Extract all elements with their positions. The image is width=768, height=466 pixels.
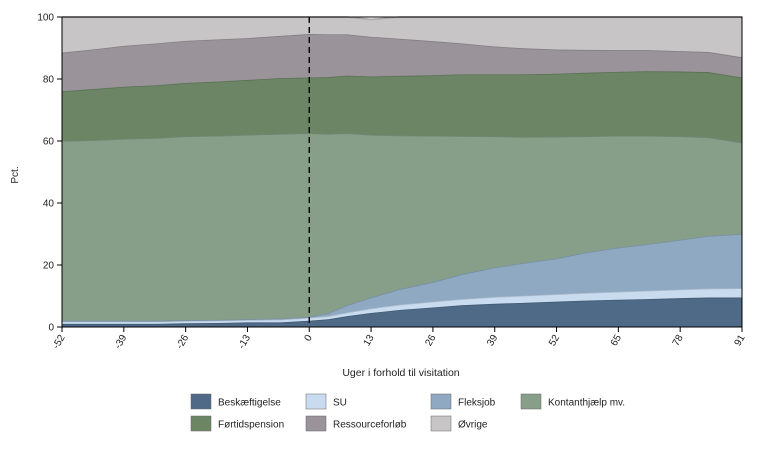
legend-label: Fleksjob	[458, 398, 496, 409]
legend-swatch	[430, 415, 452, 432]
legend-swatch	[190, 415, 212, 432]
x-tick-label: 52	[547, 333, 562, 349]
x-tick-label: 26	[423, 333, 438, 349]
x-tick-label: 65	[609, 333, 624, 349]
x-tick-label: 0	[303, 333, 316, 344]
y-tick-label: 0	[48, 323, 54, 334]
area-edge-4	[61, 70, 743, 93]
area-series-0	[62, 297, 742, 327]
legend-label: Kontanthjælp mv.	[548, 398, 625, 409]
legend-label: Øvrige	[458, 420, 488, 431]
x-tick-label: 91	[733, 333, 748, 349]
legend-swatch	[305, 393, 327, 410]
area-series-6	[62, 17, 742, 58]
area-series	[61, 16, 743, 327]
area-series-1	[62, 288, 742, 324]
y-tick-label: 40	[43, 199, 55, 210]
legend: Beskæftigelse SU Fleksjob Kontanthjælp mv. F…	[190, 393, 625, 432]
y-tick-label: 100	[37, 13, 54, 24]
x-tick-label: 13	[362, 333, 377, 349]
legend-label: Ressourceforløb	[333, 420, 407, 431]
legend-label: Beskæftigelse	[218, 398, 281, 409]
x-tick-label: 39	[485, 333, 500, 349]
legend-label: Førtidspension	[218, 420, 284, 431]
x-tick-label: 78	[671, 333, 686, 349]
x-axis-label: Uger i forhold til visitation	[342, 367, 459, 379]
y-tick-label: 20	[43, 261, 55, 272]
legend-label: SU	[333, 398, 347, 409]
plot-frame	[61, 16, 743, 328]
y-axis-label: Pct.	[10, 166, 21, 183]
axes	[61, 16, 743, 328]
legend-swatch	[190, 393, 212, 410]
area-series-3	[62, 133, 742, 321]
legend-swatch	[305, 415, 327, 432]
area-series-5	[62, 34, 742, 92]
y-tick-label: 80	[43, 75, 55, 86]
y-tick-label: 60	[43, 137, 55, 148]
legend-swatch	[430, 393, 452, 410]
legend-swatch	[520, 393, 542, 410]
area-series-4	[62, 71, 742, 143]
